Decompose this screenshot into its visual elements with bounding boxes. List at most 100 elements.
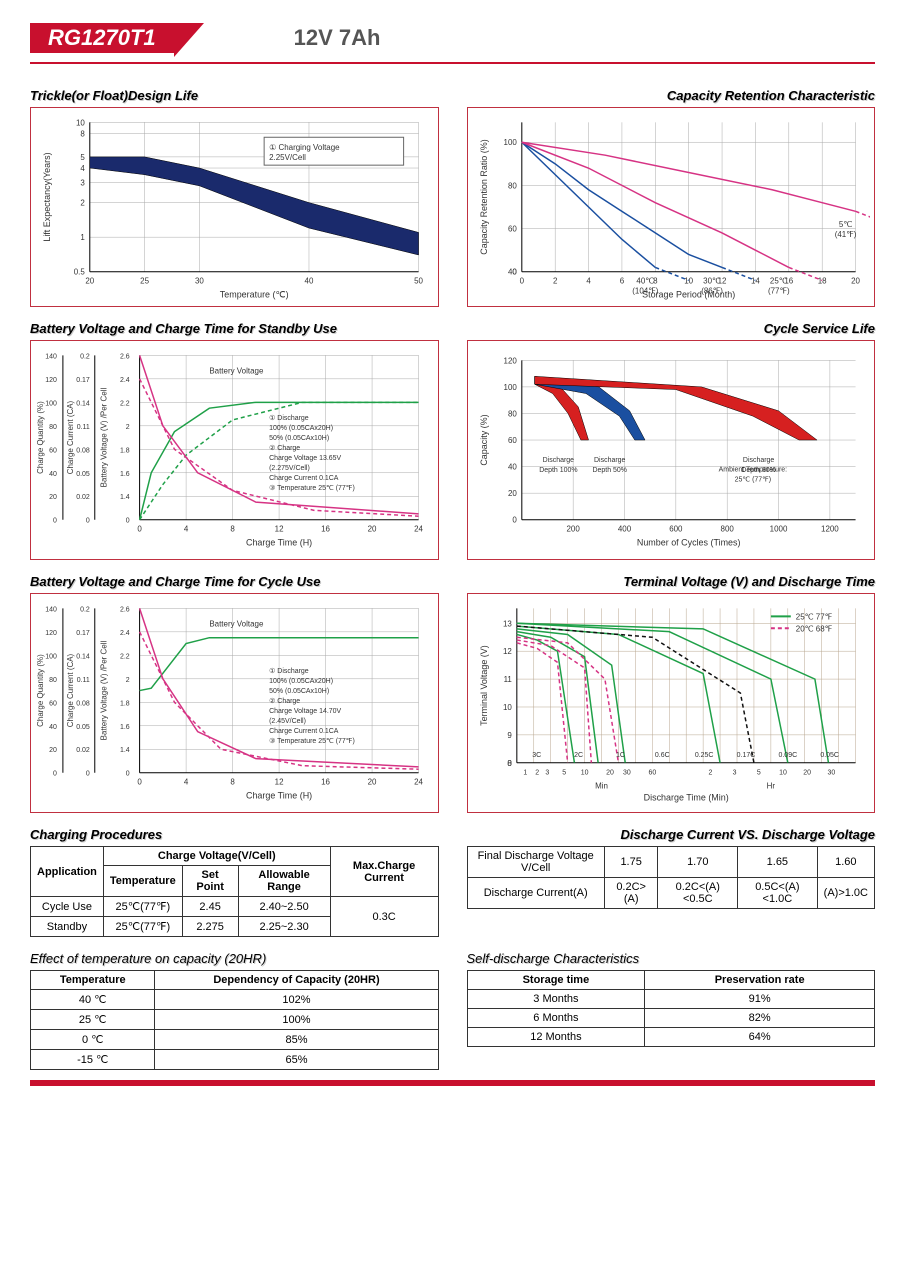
- svg-text:1C: 1C: [615, 752, 624, 759]
- svg-text:60: 60: [49, 700, 57, 707]
- svg-text:100: 100: [45, 400, 57, 407]
- svg-text:0.2: 0.2: [80, 353, 90, 360]
- svg-text:1.8: 1.8: [120, 447, 130, 454]
- svg-text:60: 60: [507, 436, 516, 445]
- svg-text:5: 5: [562, 770, 566, 777]
- svg-text:2.2: 2.2: [120, 653, 130, 660]
- td: 3 Months: [467, 990, 645, 1009]
- svg-text:1200: 1200: [821, 525, 839, 534]
- chart-title: Capacity Retention Characteristic: [467, 88, 876, 103]
- svg-text:8: 8: [80, 129, 85, 138]
- svg-text:0: 0: [126, 771, 130, 778]
- svg-text:24: 24: [414, 778, 423, 787]
- svg-text:20: 20: [49, 747, 57, 754]
- svg-text:0.17: 0.17: [76, 630, 90, 637]
- table-title: Effect of temperature on capacity (20HR): [30, 951, 439, 966]
- svg-text:20: 20: [606, 770, 614, 777]
- svg-text:(41℉): (41℉): [834, 230, 856, 239]
- svg-text:0: 0: [519, 277, 524, 286]
- svg-text:16: 16: [321, 778, 330, 787]
- svg-text:Charge Quantity (%): Charge Quantity (%): [36, 401, 45, 474]
- svg-text:1.4: 1.4: [120, 494, 130, 501]
- svg-text:1: 1: [523, 770, 527, 777]
- svg-text:0: 0: [512, 268, 517, 277]
- svg-text:① Discharge: ① Discharge: [269, 667, 309, 675]
- svg-text:12: 12: [275, 778, 284, 787]
- table-title: Charging Procedures: [30, 827, 439, 842]
- svg-text:Min: Min: [595, 782, 608, 791]
- svg-text:Storage Period (Month): Storage Period (Month): [642, 290, 735, 300]
- svg-text:4: 4: [184, 525, 189, 534]
- td: 2.275: [182, 917, 238, 937]
- svg-text:③ Temperature 25℃ (77℉): ③ Temperature 25℃ (77℉): [269, 737, 355, 745]
- svg-text:400: 400: [617, 525, 631, 534]
- svg-text:③ Temperature 25℃ (77℉): ③ Temperature 25℃ (77℉): [269, 484, 355, 492]
- svg-text:10: 10: [580, 770, 588, 777]
- svg-text:Number of Cycles (Times): Number of Cycles (Times): [636, 538, 740, 548]
- td: 0 ℃: [31, 1030, 155, 1050]
- svg-text:Charge Voltage 14.70V: Charge Voltage 14.70V: [269, 708, 341, 715]
- svg-text:Charge Current (CA): Charge Current (CA): [66, 653, 75, 727]
- svg-text:① Charging Voltage: ① Charging Voltage: [269, 143, 340, 152]
- svg-text:3: 3: [732, 770, 736, 777]
- svg-text:800: 800: [720, 525, 734, 534]
- svg-text:13: 13: [502, 619, 511, 628]
- th: Preservation rate: [645, 971, 875, 990]
- svg-text:140: 140: [45, 606, 57, 613]
- svg-text:0.14: 0.14: [76, 653, 90, 660]
- svg-text:(77℉): (77℉): [767, 286, 789, 295]
- svg-text:2: 2: [126, 424, 130, 431]
- svg-text:10: 10: [779, 770, 787, 777]
- svg-text:20: 20: [851, 277, 860, 286]
- svg-text:Battery Voltage: Battery Voltage: [209, 366, 264, 375]
- svg-text:6: 6: [619, 277, 624, 286]
- chart-trickle: 20253040500.512345810Temperature (℃)Lift…: [30, 107, 439, 307]
- chart-title: Battery Voltage and Charge Time for Stan…: [30, 321, 439, 336]
- svg-text:20: 20: [49, 494, 57, 501]
- model-badge: RG1270T1: [30, 23, 174, 53]
- td: 0.2C>(A): [604, 878, 658, 909]
- svg-text:30: 30: [623, 770, 631, 777]
- td: 91%: [645, 990, 875, 1009]
- svg-text:0: 0: [86, 771, 90, 778]
- svg-text:0.5: 0.5: [74, 268, 86, 277]
- td: 40 ℃: [31, 990, 155, 1010]
- svg-text:0.08: 0.08: [76, 447, 90, 454]
- svg-text:50% (0.05CAx10H): 50% (0.05CAx10H): [269, 688, 329, 695]
- svg-text:0.02: 0.02: [76, 494, 90, 501]
- svg-text:60: 60: [507, 225, 516, 234]
- svg-text:2.25V/Cell: 2.25V/Cell: [269, 153, 306, 162]
- svg-text:Battery Voltage (V) /Per Cell: Battery Voltage (V) /Per Cell: [100, 387, 109, 487]
- svg-text:11: 11: [503, 675, 512, 684]
- svg-text:9: 9: [507, 731, 512, 740]
- svg-text:1000: 1000: [769, 525, 787, 534]
- svg-text:0: 0: [512, 516, 517, 525]
- svg-text:Battery Voltage: Battery Voltage: [209, 619, 264, 628]
- svg-text:0.02: 0.02: [76, 747, 90, 754]
- svg-text:Charge Voltage 13.65V: Charge Voltage 13.65V: [269, 455, 341, 462]
- svg-text:1.6: 1.6: [120, 471, 130, 478]
- td: 0.3C: [330, 897, 438, 937]
- svg-text:0.05: 0.05: [76, 724, 90, 731]
- svg-text:2.6: 2.6: [120, 353, 130, 360]
- th: Dependency of Capacity (20HR): [155, 971, 438, 990]
- svg-text:8: 8: [230, 778, 235, 787]
- svg-text:Battery Voltage (V) /Per Cell: Battery Voltage (V) /Per Cell: [100, 640, 109, 740]
- td: (A)>1.0C: [817, 878, 874, 909]
- svg-text:0: 0: [137, 778, 142, 787]
- svg-text:① Discharge: ① Discharge: [269, 414, 309, 422]
- svg-text:80: 80: [507, 409, 516, 418]
- svg-text:Depth 100%: Depth 100%: [539, 467, 577, 474]
- th: Temperature: [103, 866, 182, 897]
- th: Application: [31, 847, 104, 897]
- table-title: Discharge Current VS. Discharge Voltage: [467, 827, 876, 842]
- td: 2.25~2.30: [238, 917, 330, 937]
- svg-text:2: 2: [552, 277, 557, 286]
- svg-text:30℃: 30℃: [703, 276, 721, 285]
- svg-text:Discharge: Discharge: [542, 457, 573, 464]
- th: Charge Voltage(V/Cell): [103, 847, 330, 866]
- chart-discharge: 89101112130123510203060235102030MinHrDis…: [467, 593, 876, 813]
- svg-text:Depth 50%: Depth 50%: [592, 467, 626, 474]
- svg-text:② Charge: ② Charge: [269, 697, 300, 705]
- chart-title: Trickle(or Float)Design Life: [30, 88, 439, 103]
